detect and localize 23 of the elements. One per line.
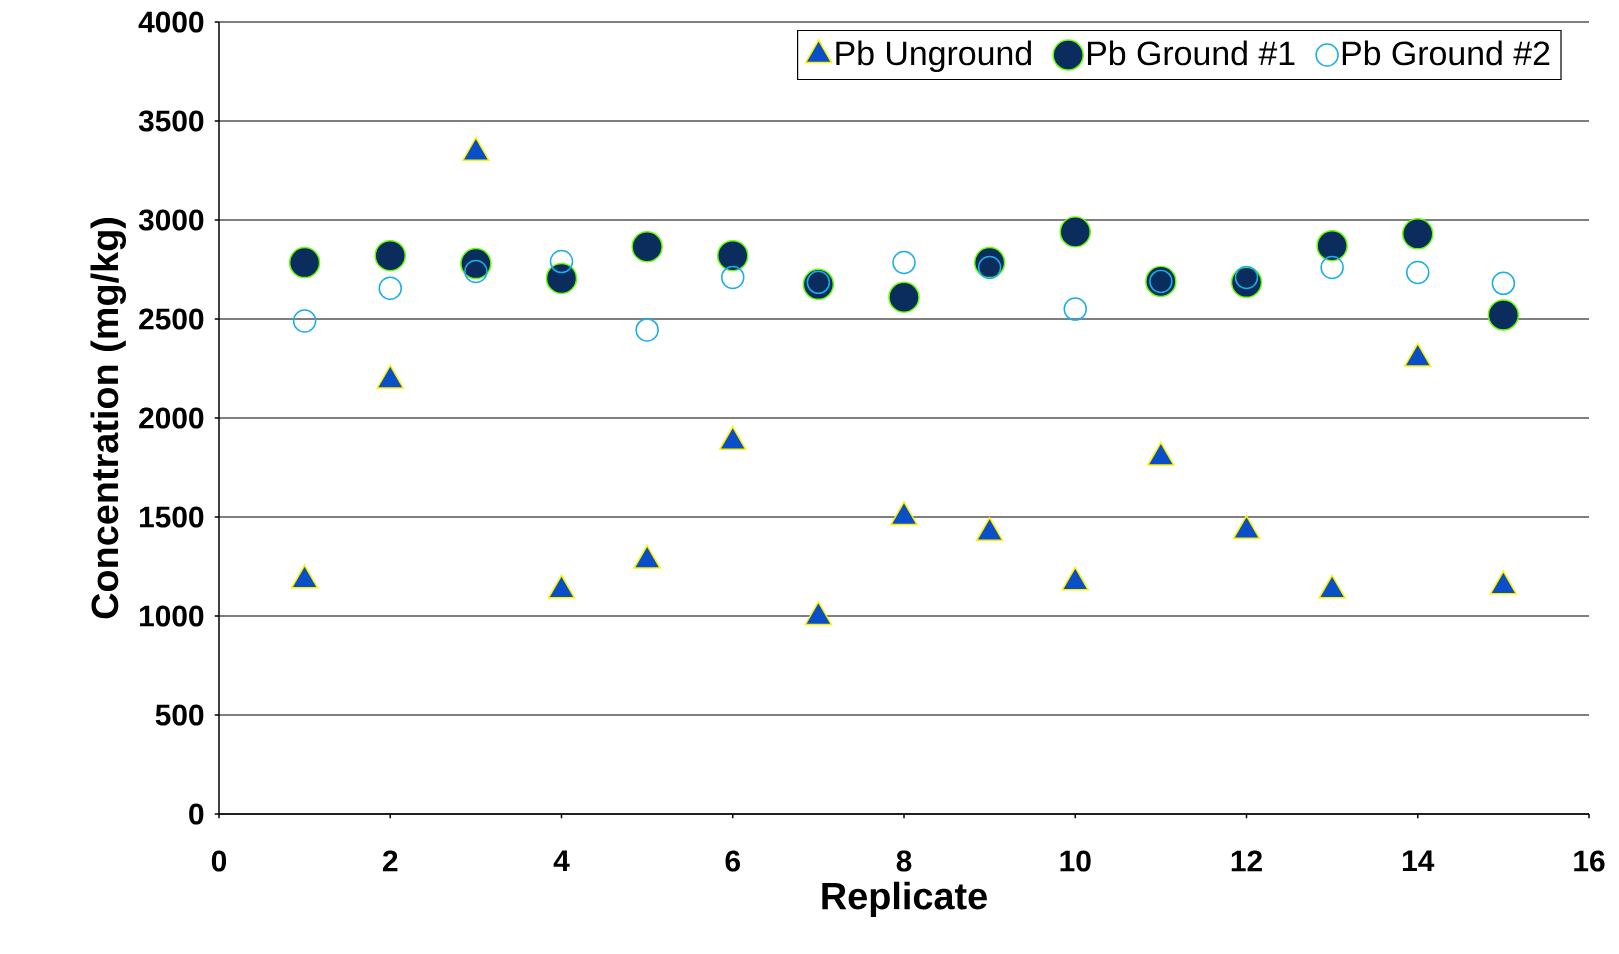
y-tick-label: 2500 bbox=[139, 308, 204, 330]
x-axis-title: Replicate bbox=[822, 881, 987, 917]
x-tick-label: 16 bbox=[1574, 850, 1605, 872]
x-tick-label: 4 bbox=[553, 850, 570, 871]
x-tick-label: 8 bbox=[896, 850, 912, 872]
x-tick-label: 0 bbox=[211, 850, 227, 872]
y-tick-label: 2000 bbox=[139, 407, 204, 429]
y-tick-label: 3000 bbox=[138, 209, 204, 231]
legend-label: Pb Ground #1 bbox=[1087, 40, 1295, 66]
y-axis-title: Concentration (mg/kg) bbox=[90, 218, 126, 619]
y-tick-label: 0 bbox=[189, 803, 204, 825]
x-tick-label: 6 bbox=[725, 850, 740, 872]
x-tick-label: 12 bbox=[1231, 850, 1262, 872]
legend-label: Pb Unground bbox=[836, 40, 1031, 73]
legend-label: Pb Ground #2 bbox=[1342, 40, 1550, 66]
y-tick-label: 500 bbox=[155, 704, 204, 726]
y-tick-label: 3500 bbox=[138, 110, 204, 132]
x-tick-label: 2 bbox=[382, 850, 398, 872]
y-tick-label: 4000 bbox=[138, 11, 204, 33]
x-tick-label: 10 bbox=[1060, 850, 1091, 872]
y-tick-label: 1000 bbox=[139, 605, 204, 627]
y-tick-label: 1500 bbox=[139, 506, 204, 528]
x-tick-label: 14 bbox=[1403, 850, 1435, 871]
